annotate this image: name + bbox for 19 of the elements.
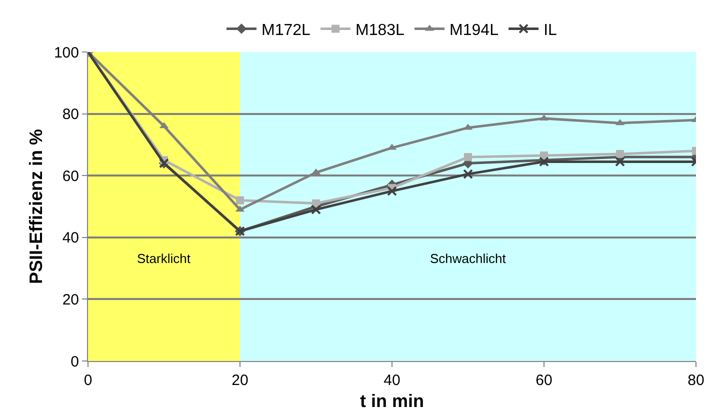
x-tick-label: 0 (84, 372, 92, 389)
x-tick-label: 40 (384, 372, 400, 389)
x-axis-title: t in min (360, 391, 424, 412)
band-label: Starklicht (137, 251, 191, 266)
legend-label: M172L (262, 22, 311, 39)
x-tick-label: 20 (232, 372, 248, 389)
legend-label: M183L (356, 22, 405, 39)
band-label: Schwachlicht (430, 251, 506, 266)
y-tick-label: 100 (54, 44, 79, 62)
y-tick-label: 80 (62, 106, 79, 124)
legend-label: IL (544, 22, 558, 39)
x-tick-label: 80 (688, 372, 704, 389)
y-axis-title: PSII-Effizienz in % (26, 128, 46, 284)
y-tick-label: 0 (70, 353, 79, 370)
legend-label: M194L (450, 22, 499, 39)
x-tick-label: 60 (536, 372, 552, 389)
y-tick-label: 40 (62, 230, 79, 247)
y-tick-label: 60 (62, 168, 79, 185)
y-tick-label: 20 (62, 291, 79, 308)
